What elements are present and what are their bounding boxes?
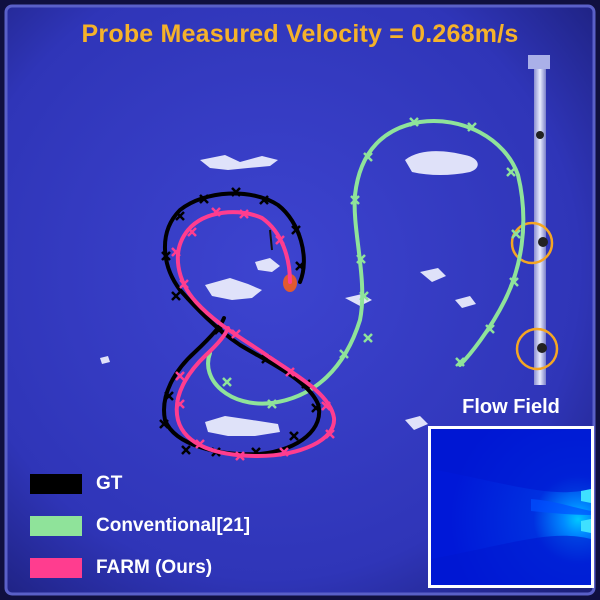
sensor-circle-lower [515,327,559,371]
legend-label-farm: FARM (Ours) [96,557,213,578]
legend-label-conventional: Conventional[21] [96,515,251,536]
legend-label-gt: GT [96,473,123,494]
farm-markers [171,207,335,461]
water-reflections [100,151,478,436]
legend-item-conventional: Conventional[21] [30,505,250,547]
legend-swatch-farm [30,558,82,578]
legend-swatch-gt [30,474,82,494]
sensor-circle-upper [510,221,554,265]
conventional-markers [222,117,521,409]
flow-field-panel [428,426,594,588]
velocity-title: Probe Measured Velocity = 0.268m/s [81,20,519,48]
legend-item-farm: FARM (Ours) [30,547,250,589]
flow-field-label: Flow Field [462,396,560,418]
sensor-rod [528,55,550,385]
legend-swatch-conventional [30,516,82,536]
legend-item-gt: GT [30,463,250,505]
trajectory-conventional [206,119,526,406]
legend: GT Conventional[21] FARM (Ours) [30,463,250,589]
